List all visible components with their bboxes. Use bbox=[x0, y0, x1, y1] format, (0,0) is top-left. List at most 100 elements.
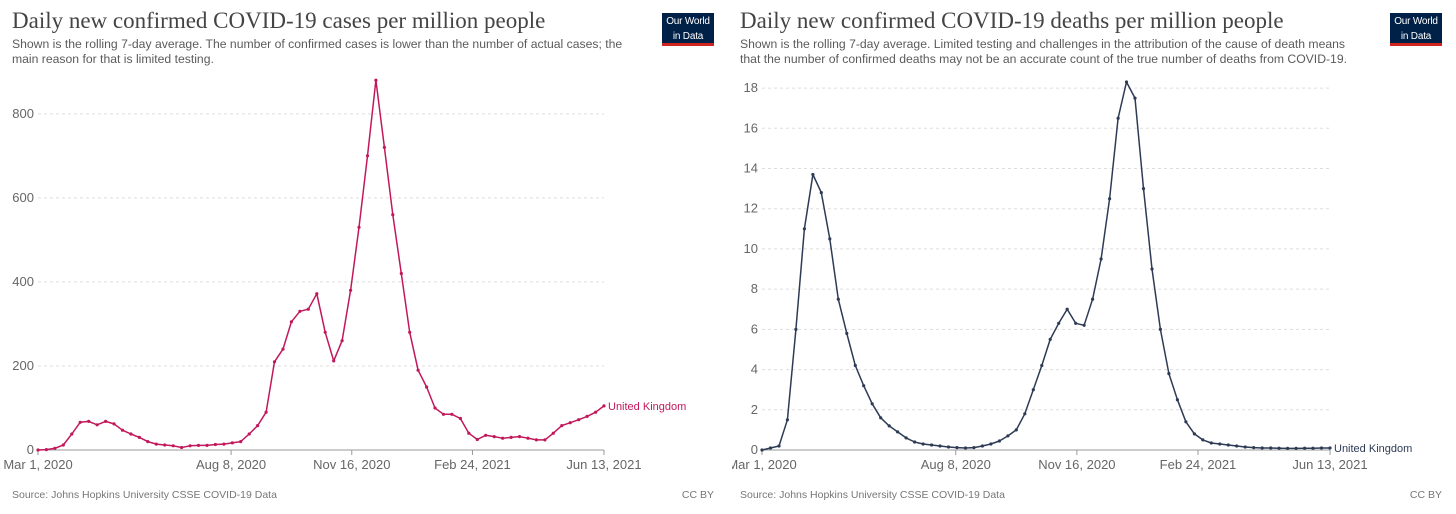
data-point bbox=[1328, 446, 1332, 450]
data-point bbox=[306, 307, 310, 311]
data-point bbox=[44, 448, 49, 452]
data-point bbox=[1167, 372, 1171, 376]
data-point bbox=[458, 416, 462, 421]
data-point bbox=[289, 320, 293, 324]
data-point bbox=[357, 225, 361, 229]
data-point bbox=[543, 438, 547, 442]
deaths-chart-title: Daily new confirmed COVID-19 deaths per … bbox=[740, 8, 1284, 33]
data-point bbox=[1201, 438, 1205, 442]
x-tick-label: Jun 13, 2021 bbox=[1292, 457, 1367, 472]
data-point bbox=[802, 227, 806, 231]
y-tick-label: 4 bbox=[751, 362, 758, 377]
data-point bbox=[1286, 446, 1290, 450]
data-point bbox=[349, 288, 353, 292]
data-point bbox=[450, 412, 454, 416]
data-point bbox=[382, 145, 386, 149]
data-point bbox=[946, 445, 951, 449]
data-point bbox=[1082, 323, 1086, 327]
data-point bbox=[374, 78, 378, 82]
data-point bbox=[1184, 420, 1188, 424]
owid-logo-line-2: in Data bbox=[1400, 31, 1432, 42]
data-point bbox=[794, 327, 798, 331]
data-point bbox=[989, 442, 993, 446]
series-label: United Kingdom bbox=[608, 401, 686, 413]
cases-chart-source: Source: Johns Hopkins University CSSE CO… bbox=[12, 489, 277, 501]
data-point bbox=[188, 444, 192, 448]
data-point bbox=[137, 435, 141, 439]
data-point bbox=[112, 422, 116, 426]
data-point bbox=[904, 436, 908, 440]
data-point bbox=[1099, 257, 1103, 261]
data-point bbox=[171, 444, 175, 448]
data-point bbox=[1057, 321, 1061, 325]
data-point bbox=[340, 339, 344, 343]
y-tick-label: 16 bbox=[744, 120, 758, 135]
owid-logo[interactable]: Our World in Data bbox=[1390, 13, 1442, 46]
series-label: United Kingdom bbox=[1334, 443, 1412, 455]
cases-line-chart[interactable]: 0 200 400 600 800 Mar 1, 2020 Aug 8, 2020 Nov 1… bbox=[4, 66, 726, 476]
data-point bbox=[819, 191, 823, 195]
data-point bbox=[1218, 442, 1222, 446]
x-tick-label: Feb 24, 2021 bbox=[1160, 457, 1237, 472]
data-point bbox=[146, 440, 150, 444]
data-point bbox=[777, 444, 781, 448]
x-tick-label: Nov 16, 2020 bbox=[313, 457, 390, 472]
data-point bbox=[467, 431, 471, 435]
data-point bbox=[517, 435, 522, 439]
data-point bbox=[1158, 327, 1162, 331]
data-point bbox=[163, 443, 167, 447]
y-tick-label: 12 bbox=[744, 201, 758, 216]
series-line bbox=[37, 79, 605, 451]
data-point bbox=[154, 442, 158, 446]
data-point bbox=[1235, 444, 1239, 448]
data-point bbox=[963, 446, 968, 450]
data-point bbox=[281, 347, 285, 351]
data-point bbox=[120, 428, 125, 432]
data-point bbox=[853, 363, 857, 368]
data-point bbox=[1133, 96, 1137, 100]
data-point bbox=[408, 330, 412, 334]
data-point bbox=[1277, 446, 1281, 450]
data-point bbox=[1252, 446, 1256, 450]
cases-chart-license[interactable]: CC BY bbox=[681, 489, 714, 501]
y-tick-label: 800 bbox=[12, 106, 34, 121]
data-point bbox=[1192, 432, 1196, 436]
data-point bbox=[1243, 445, 1247, 449]
y-tick-label: 0 bbox=[751, 442, 758, 457]
data-point bbox=[180, 445, 184, 450]
data-point bbox=[264, 410, 268, 414]
data-point bbox=[534, 438, 539, 442]
data-point bbox=[870, 402, 874, 406]
data-point bbox=[1040, 363, 1044, 368]
data-point bbox=[332, 359, 336, 363]
data-point bbox=[997, 439, 1001, 443]
y-tick-label: 18 bbox=[744, 80, 758, 95]
data-point bbox=[239, 440, 243, 444]
owid-logo-line-1: Our World bbox=[666, 16, 710, 27]
data-point bbox=[1014, 428, 1018, 432]
data-point bbox=[980, 444, 984, 448]
x-tick-label: Mar 1, 2020 bbox=[732, 457, 797, 472]
cases-chart-panel: Daily new confirmed COVID-19 cases per m… bbox=[4, 0, 726, 514]
data-point bbox=[1260, 446, 1264, 450]
data-point bbox=[879, 416, 883, 420]
data-point bbox=[1311, 446, 1315, 450]
y-tick-label: 400 bbox=[12, 274, 34, 289]
data-point bbox=[475, 437, 479, 442]
data-point bbox=[1303, 446, 1307, 450]
data-point bbox=[425, 385, 429, 389]
data-point bbox=[129, 432, 133, 436]
data-point bbox=[87, 419, 91, 423]
deaths-chart-license[interactable]: CC BY bbox=[1409, 489, 1442, 501]
owid-logo[interactable]: Our World in Data bbox=[662, 13, 714, 46]
deaths-line-chart[interactable]: 0 2 4 6 8 10 12 14 16 18 Mar 1, 2020 Aug 8, 2020 Nov… bbox=[732, 66, 1454, 476]
data-point bbox=[896, 430, 900, 434]
data-point bbox=[1031, 388, 1035, 392]
data-point bbox=[1141, 187, 1146, 191]
data-point bbox=[272, 360, 277, 364]
data-point bbox=[1294, 446, 1298, 450]
data-point bbox=[323, 330, 327, 334]
data-point bbox=[594, 410, 598, 414]
data-point bbox=[365, 154, 370, 158]
data-point bbox=[1175, 398, 1179, 402]
